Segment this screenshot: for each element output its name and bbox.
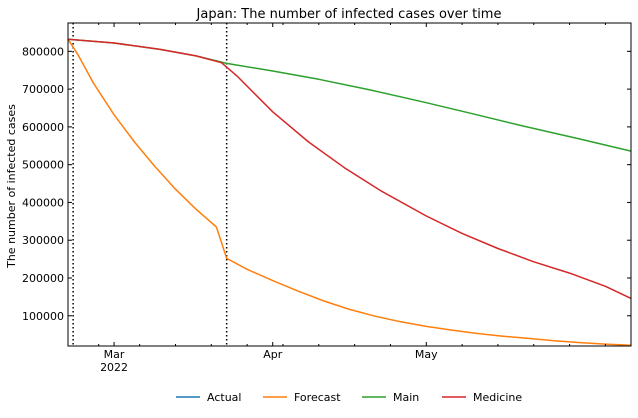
series-line-main (67, 38, 632, 152)
y-tick-label: 300000 (22, 234, 64, 247)
legend-label-forecast: Forecast (294, 391, 341, 404)
legend-label-medicine: Medicine (473, 391, 522, 404)
y-tick-label: 500000 (22, 159, 64, 172)
series-lines (67, 38, 632, 346)
legend-label-main: Main (393, 391, 419, 404)
x-tick-label: Mar (104, 348, 125, 361)
y-tick-label: 700000 (22, 83, 64, 96)
legend-label-actual: Actual (207, 391, 241, 404)
x-tick-sublabel: 2022 (100, 361, 128, 374)
series-line-forecast (67, 38, 632, 346)
chart-title: Japan: The number of infected cases over… (196, 7, 502, 22)
series-line-medicine (67, 38, 632, 300)
vlines (72, 23, 228, 346)
y-tick-label: 400000 (22, 196, 64, 209)
legend: Actual Forecast Main Medicine (176, 391, 522, 404)
y-tick-label: 600000 (22, 121, 64, 134)
x-tick-label: Apr (263, 348, 283, 361)
plot-frame (67, 22, 632, 347)
y-tick-label: 200000 (22, 272, 64, 285)
y-axis: 100000 200000 300000 400000 500000 600000 7000… (22, 45, 631, 323)
y-axis-label: The number of infected cases (5, 104, 18, 269)
x-tick-label: May (415, 348, 438, 361)
y-tick-label: 100000 (22, 310, 64, 323)
y-tick-label: 800000 (22, 45, 64, 58)
